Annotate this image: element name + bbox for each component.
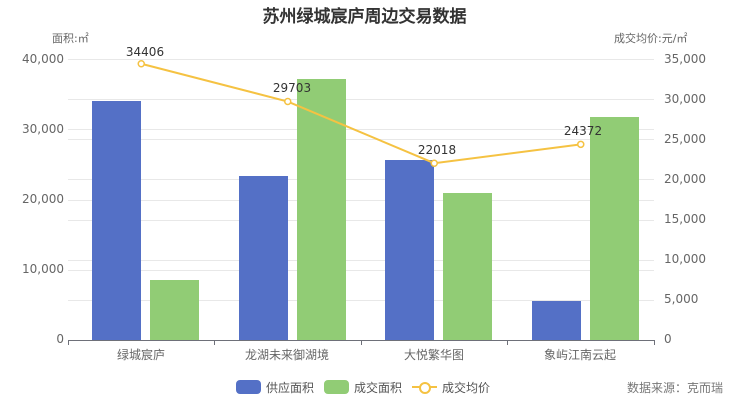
supply-bar[interactable] <box>385 160 434 340</box>
legend: 供应面积 成交面积 成交均价 <box>236 378 500 396</box>
right-tick: 20,000 <box>664 172 706 186</box>
legend-label: 供应面积 <box>266 380 315 395</box>
deal-bar[interactable] <box>150 279 199 340</box>
x-axis-tick <box>507 340 508 345</box>
deal-bar[interactable] <box>589 117 639 340</box>
x-axis-tick <box>654 340 655 345</box>
price-point-label: 29703 <box>272 81 312 95</box>
deal-bar[interactable] <box>443 193 492 340</box>
data-source: 数据来源：克而瑞 <box>626 381 723 395</box>
price-point[interactable] <box>137 60 145 68</box>
x-axis-tick <box>68 340 69 345</box>
legend-label: 成交均价 <box>442 380 491 395</box>
legend-label: 成交面积 <box>354 380 403 395</box>
legend-item-price[interactable]: 成交均价 <box>412 379 490 396</box>
right-tick: 10,000 <box>664 252 706 266</box>
left-tick: 10,000 <box>22 262 64 276</box>
gridline <box>68 220 654 221</box>
supply-bar[interactable] <box>238 175 288 340</box>
gridline <box>68 270 654 271</box>
gridline <box>68 99 654 100</box>
supply-bar[interactable] <box>531 300 581 340</box>
price-point[interactable] <box>284 97 292 106</box>
left-axis-name: 面积:㎡ <box>52 32 89 45</box>
gridline <box>68 129 654 130</box>
line-circle-swatch-icon <box>412 380 438 394</box>
price-point-label: 34406 <box>125 45 165 59</box>
supply-swatch-icon <box>236 380 261 394</box>
right-tick: 0 <box>664 332 672 346</box>
legend-item-supply[interactable]: 供应面积 <box>236 379 314 396</box>
x-label: 龙湖未来御湖境 <box>244 348 329 362</box>
legend-item-deal[interactable]: 成交面积 <box>324 379 402 396</box>
gridline <box>68 300 654 301</box>
price-point[interactable] <box>577 140 585 149</box>
left-tick: 40,000 <box>22 52 64 66</box>
gridline <box>68 139 654 140</box>
price-point-label: 24372 <box>563 124 603 138</box>
right-axis-name: 成交均价:元/㎡ <box>614 32 688 45</box>
x-axis-tick <box>214 340 215 345</box>
deal-swatch-icon <box>324 380 350 394</box>
left-tick: 20,000 <box>22 192 64 206</box>
right-tick: 5,000 <box>664 292 699 306</box>
price-point-label: 22018 <box>417 143 457 157</box>
gridline <box>68 59 654 60</box>
right-tick: 25,000 <box>664 132 706 146</box>
left-tick: 30,000 <box>22 122 64 136</box>
x-label: 象屿江南云起 <box>543 348 616 362</box>
gridline <box>68 200 654 201</box>
right-tick: 15,000 <box>664 212 706 226</box>
price-point[interactable] <box>430 159 438 167</box>
x-label: 绿城宸庐 <box>116 348 165 362</box>
chart-title: 苏州绿城宸庐周边交易数据 <box>262 7 467 27</box>
x-label: 大悦繁华图 <box>403 348 464 362</box>
right-tick: 30,000 <box>664 92 706 106</box>
right-tick: 35,000 <box>664 52 706 66</box>
supply-bar[interactable] <box>92 101 141 340</box>
x-axis-tick <box>361 340 362 345</box>
gridline <box>68 260 654 261</box>
gridline <box>68 179 654 180</box>
left-tick: 0 <box>56 332 64 346</box>
